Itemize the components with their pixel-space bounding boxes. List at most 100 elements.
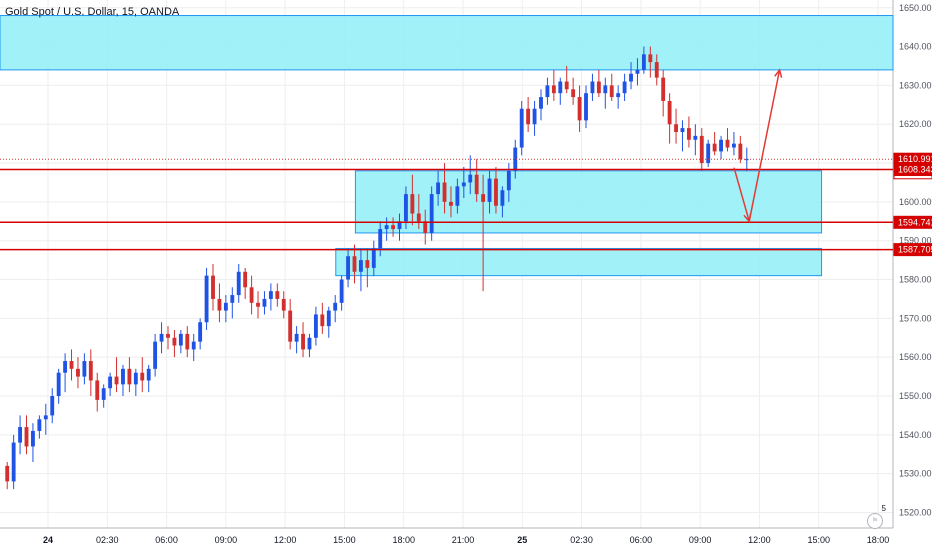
zone-rect-2 [335, 247, 823, 277]
candle-body [211, 275, 215, 299]
candle-body [436, 182, 441, 195]
candle-body [18, 427, 23, 443]
candle-body [268, 291, 273, 299]
candle-body [178, 333, 183, 346]
price-label-level: 1608.343 [893, 162, 932, 176]
candle-body [629, 73, 633, 82]
candle-body [674, 124, 678, 132]
price-label-text: 1610.991 [898, 154, 932, 164]
y-tick-label: 1550.00 [899, 391, 932, 401]
candle-body [378, 229, 383, 249]
arrow-head-down [743, 213, 752, 223]
y-tick-label: 1560.00 [899, 352, 932, 362]
candle-body [654, 62, 659, 78]
price-label-text: 1587.705 [898, 245, 932, 255]
candle-body [577, 97, 582, 121]
candle-body [616, 93, 621, 98]
candle-body [24, 427, 29, 447]
candle-body [545, 85, 550, 98]
candle-body [481, 194, 486, 202]
x-tick-label: 02:30 [570, 535, 593, 545]
arrow-head-up [774, 68, 783, 78]
candle-body [76, 368, 80, 377]
candle-body [680, 128, 685, 132]
candle-body [301, 333, 305, 350]
candle-body [622, 81, 627, 94]
candle-body [11, 442, 16, 482]
zone-rect-0 [0, 15, 894, 71]
candle-body [712, 143, 717, 152]
candle-body [37, 419, 42, 431]
candle-body [69, 361, 74, 369]
candle-body [442, 182, 447, 202]
candle-body [513, 147, 518, 171]
candle-body [140, 372, 145, 381]
candle-body [494, 178, 498, 206]
candle-body [423, 221, 428, 233]
candle-body [133, 372, 138, 385]
candle-body [114, 376, 119, 385]
candle-body [307, 337, 312, 350]
candle-body [693, 135, 698, 140]
candle-body [744, 159, 749, 161]
candle-body [191, 341, 196, 350]
price-label-level: 1587.705 [893, 243, 932, 257]
price-label-box [893, 243, 932, 257]
x-tick-label: 18:00 [867, 535, 890, 545]
y-tick-label: 1600.00 [899, 197, 932, 207]
candle-body [43, 415, 48, 420]
candle-body [719, 139, 723, 152]
y-tick-label: 1630.00 [899, 80, 932, 90]
candle-body [352, 256, 357, 272]
candle-body [288, 310, 293, 342]
candle-body [294, 333, 299, 342]
candle-body [185, 333, 190, 350]
x-tick-label: 06:00 [630, 535, 653, 545]
price-label-text: 1608.343 [898, 164, 932, 174]
candle-body [539, 97, 543, 109]
y-tick-label: 1590.00 [899, 236, 932, 246]
candle-body [558, 81, 563, 94]
candle-body [313, 314, 318, 338]
chart-title: Gold Spot / U.S. Dollar, 15, OANDA [5, 6, 180, 18]
y-tick-label: 1620.00 [899, 119, 932, 129]
candle-body [397, 221, 402, 230]
candle-body [603, 85, 608, 94]
candle-body [262, 298, 267, 307]
x-tick-label: 02:30 [96, 535, 119, 545]
candle-body [108, 376, 113, 389]
candle-body [648, 54, 653, 63]
candle-body [519, 108, 524, 148]
x-tick-label: 15:00 [333, 535, 356, 545]
candle-body [474, 174, 479, 195]
events-flag-icon[interactable]: ⚑ [867, 513, 883, 529]
price-label-text: 1594.741 [898, 217, 932, 227]
candle-body [230, 295, 235, 303]
candle-body [243, 271, 248, 288]
candle-body [551, 85, 556, 94]
y-tick-label: 1540.00 [899, 430, 932, 440]
candle-body [667, 100, 672, 125]
candle-body [641, 54, 646, 70]
candle-body [333, 302, 338, 311]
x-tick-label: 15:00 [807, 535, 830, 545]
candle-body [468, 174, 473, 183]
candle-body [275, 291, 280, 299]
candle-body [365, 260, 370, 268]
x-tick-label: 24 [43, 535, 53, 545]
candle-body [532, 108, 537, 125]
candle-body [410, 194, 415, 214]
candle-body [236, 271, 241, 296]
candle-body [5, 465, 10, 482]
candle-body [449, 201, 453, 206]
y-tick-label: 1580.00 [899, 275, 932, 285]
candle-body [256, 302, 260, 307]
candle-body [584, 93, 588, 121]
candle-body [526, 108, 531, 125]
candle-body [429, 194, 434, 233]
candle-body [127, 368, 132, 385]
price-label-box [893, 162, 932, 176]
candle-body [95, 380, 100, 400]
candle-body [217, 298, 222, 311]
